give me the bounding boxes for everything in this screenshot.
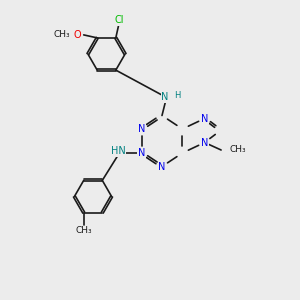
Text: Cl: Cl [114, 15, 124, 25]
Text: N: N [201, 113, 208, 124]
Text: N: N [138, 148, 145, 158]
Text: O: O [74, 30, 81, 40]
Text: N: N [161, 92, 169, 103]
Text: CH₃: CH₃ [54, 30, 70, 39]
Text: H: H [174, 91, 180, 100]
Text: N: N [158, 161, 166, 172]
Text: N: N [138, 124, 145, 134]
Text: CH₃: CH₃ [75, 226, 92, 235]
Text: N: N [201, 137, 208, 148]
Text: HN: HN [110, 146, 125, 156]
Text: CH₃: CH₃ [230, 146, 246, 154]
